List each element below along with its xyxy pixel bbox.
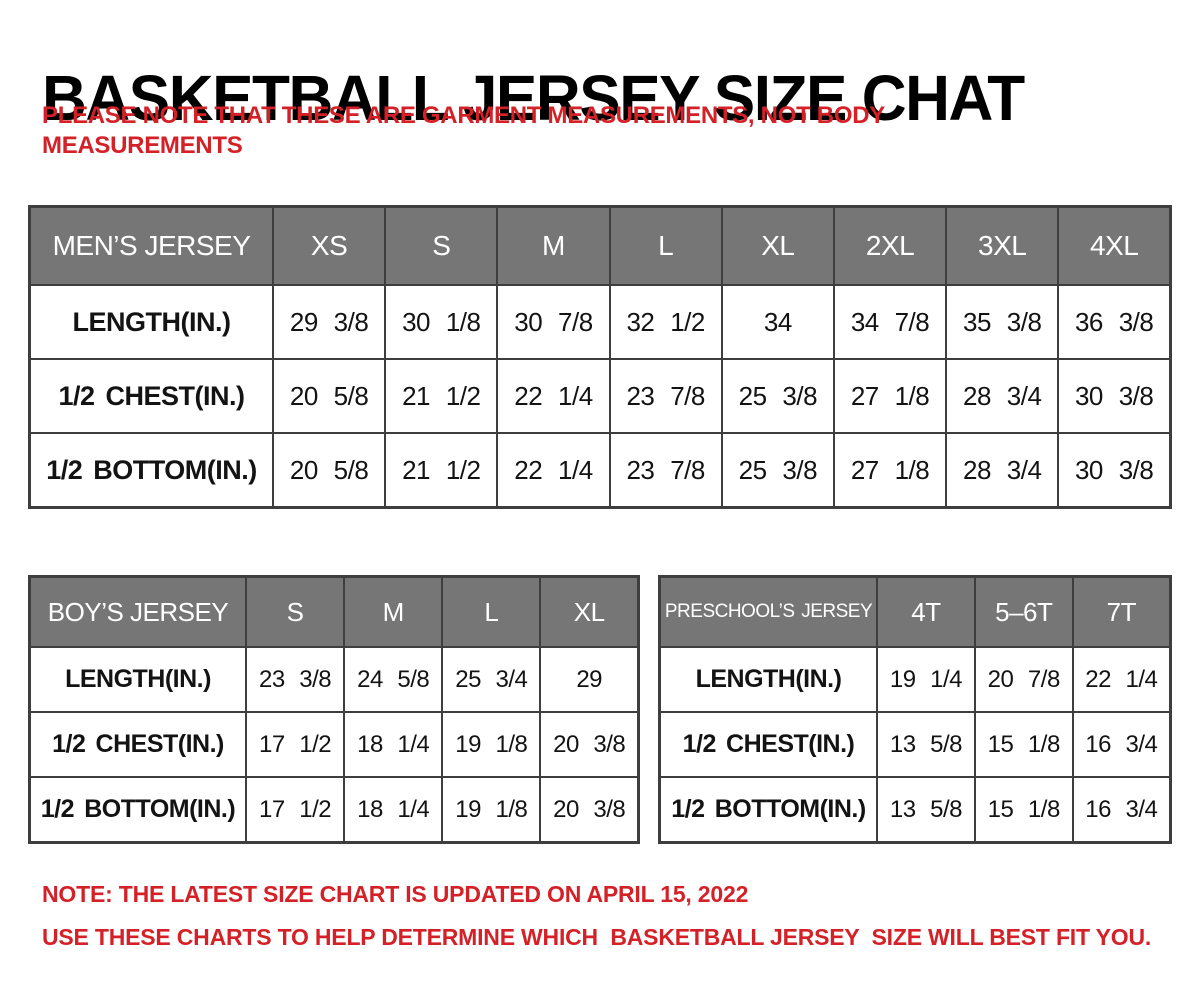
garment-note-line-1: PLEASE NOTE THAT THESE ARE GARMENT MEASU…: [42, 102, 885, 129]
measurement-value-cell: 21 1/2: [384, 358, 499, 434]
measurement-value-cell: 36 3/8: [1057, 284, 1172, 360]
measurement-value-cell: 20 7/8: [973, 646, 1074, 713]
table-row: LENGTH(IN.) 23 3/8 24 5/8 25 3/4 29: [28, 646, 640, 713]
measurement-label-cell: 1/2 BOTTOM(IN.): [658, 776, 878, 844]
measurement-value-cell: 17 1/2: [244, 711, 346, 778]
table-title-cell: PRESCHOOL’S JERSEY: [658, 575, 878, 648]
measurement-value-cell: 25 3/4: [441, 646, 542, 713]
garment-measurement-note: PLEASE NOTE THAT THESE ARE GARMENT MEASU…: [42, 101, 885, 161]
size-header-cell: S: [244, 575, 346, 648]
size-header-cell: 2XL: [832, 205, 948, 286]
measurement-value-cell: 17 1/2: [244, 776, 346, 844]
measurement-value-cell: 24 5/8: [343, 646, 444, 713]
measurement-value-cell: 23 7/8: [608, 358, 723, 434]
measurement-value-cell: 19 1/8: [441, 711, 542, 778]
size-header-cell: 4T: [876, 575, 976, 648]
measurement-value-cell: 13 5/8: [876, 776, 976, 844]
size-header-cell: M: [496, 205, 611, 286]
measurement-label-cell: 1/2 CHEST(IN.): [28, 358, 274, 434]
measurement-label-cell: 1/2 CHEST(IN.): [658, 711, 878, 778]
measurement-value-cell: 35 3/8: [945, 284, 1060, 360]
measurement-value-cell: 16 3/4: [1071, 711, 1172, 778]
header-row: PRESCHOOL’S JERSEY 4T 5–6T 7T: [658, 575, 1172, 648]
table-row: 1/2 BOTTOM(IN.) 17 1/2 18 1/4 19 1/8 20 3/8: [28, 776, 640, 844]
measurement-value-cell: 29: [539, 646, 640, 713]
measurement-value-cell: 34: [720, 284, 835, 360]
measurement-value-cell: 30 3/8: [1057, 432, 1172, 509]
measurement-value-cell: 30 7/8: [496, 284, 611, 360]
measurement-value-cell: 15 1/8: [973, 711, 1074, 778]
measurement-value-cell: 20 5/8: [271, 358, 387, 434]
measurement-value-cell: 30 3/8: [1057, 358, 1172, 434]
size-header-cell: M: [343, 575, 444, 648]
usage-note: USE THESE CHARTS TO HELP DETERMINE WHICH…: [42, 924, 1152, 950]
size-header-cell: 3XL: [945, 205, 1060, 286]
table-row: 1/2 BOTTOM(IN.) 20 5/8 21 1/2 22 1/4 23 7/8 2…: [28, 432, 1172, 509]
size-header-cell: S: [384, 205, 499, 286]
page-title: BASKETBALL JERSEY SIZE CHAT: [42, 61, 1025, 134]
header-row: MEN’S JERSEY XS S M L XL 2XL 3XL 4XL: [28, 205, 1172, 286]
mens-jersey-size-table: MEN’S JERSEY XS S M L XL 2XL 3XL 4XL LENGTH(IN.) 2…: [28, 205, 1172, 509]
size-header-cell: XL: [720, 205, 835, 286]
table-title-cell: BOY’S JERSEY: [28, 575, 247, 648]
size-header-cell: 5–6T: [973, 575, 1074, 648]
update-date-note: NOTE: THE LATEST SIZE CHART IS UPDATED O…: [42, 881, 749, 907]
measurement-value-cell: 30 1/8: [384, 284, 499, 360]
measurement-label-cell: LENGTH(IN.): [28, 284, 274, 360]
size-header-cell: 4XL: [1057, 205, 1172, 286]
garment-note-line-2: MEASUREMENTS: [42, 132, 243, 159]
size-header-cell: L: [608, 205, 723, 286]
measurement-value-cell: 22 1/4: [1071, 646, 1172, 713]
size-header-cell: XL: [539, 575, 640, 648]
table-row: 1/2 CHEST(IN.) 17 1/2 18 1/4 19 1/8 20 3/8: [28, 711, 640, 778]
measurement-value-cell: 22 1/4: [496, 432, 611, 509]
measurement-value-cell: 21 1/2: [384, 432, 499, 509]
measurement-value-cell: 23 7/8: [608, 432, 723, 509]
measurement-value-cell: 15 1/8: [973, 776, 1074, 844]
measurement-value-cell: 13 5/8: [876, 711, 976, 778]
measurement-value-cell: 19 1/8: [441, 776, 542, 844]
measurement-value-cell: 27 1/8: [832, 432, 948, 509]
measurement-value-cell: 23 3/8: [244, 646, 346, 713]
measurement-value-cell: 20 3/8: [539, 776, 640, 844]
measurement-label-cell: 1/2 BOTTOM(IN.): [28, 432, 274, 509]
table-title-cell: MEN’S JERSEY: [28, 205, 274, 286]
measurement-value-cell: 18 1/4: [343, 711, 444, 778]
measurement-value-cell: 22 1/4: [496, 358, 611, 434]
measurement-label-cell: LENGTH(IN.): [658, 646, 878, 713]
table-row: 1/2 BOTTOM(IN.) 13 5/8 15 1/8 16 3/4: [658, 776, 1172, 844]
table-row: LENGTH(IN.) 19 1/4 20 7/8 22 1/4: [658, 646, 1172, 713]
measurement-value-cell: 27 1/8: [832, 358, 948, 434]
measurement-label-cell: 1/2 CHEST(IN.): [28, 711, 247, 778]
size-header-cell: L: [441, 575, 542, 648]
measurement-value-cell: 28 3/4: [945, 358, 1060, 434]
measurement-value-cell: 19 1/4: [876, 646, 976, 713]
measurement-value-cell: 25 3/8: [720, 358, 835, 434]
table-row: 1/2 CHEST(IN.) 13 5/8 15 1/8 16 3/4: [658, 711, 1172, 778]
measurement-value-cell: 20 5/8: [271, 432, 387, 509]
measurement-value-cell: 16 3/4: [1071, 776, 1172, 844]
measurement-value-cell: 28 3/4: [945, 432, 1060, 509]
header-row: BOY’S JERSEY S M L XL: [28, 575, 640, 648]
size-header-cell: 7T: [1071, 575, 1172, 648]
table-row: 1/2 CHEST(IN.) 20 5/8 21 1/2 22 1/4 23 7/8 25…: [28, 358, 1172, 434]
measurement-value-cell: 20 3/8: [539, 711, 640, 778]
measurement-value-cell: 34 7/8: [832, 284, 948, 360]
measurement-value-cell: 32 1/2: [608, 284, 723, 360]
boys-jersey-size-table: BOY’S JERSEY S M L XL LENGTH(IN.) 23 3/8 24 5/8…: [28, 575, 640, 844]
measurement-label-cell: 1/2 BOTTOM(IN.): [28, 776, 247, 844]
measurement-value-cell: 29 3/8: [271, 284, 387, 360]
preschools-jersey-size-table: PRESCHOOL’S JERSEY 4T 5–6T 7T LENGTH(IN.) 19 …: [658, 575, 1172, 844]
table-row: LENGTH(IN.) 29 3/8 30 1/8 30 7/8 32 1/2 34 34 …: [28, 284, 1172, 360]
measurement-value-cell: 18 1/4: [343, 776, 444, 844]
measurement-value-cell: 25 3/8: [720, 432, 835, 509]
size-header-cell: XS: [271, 205, 387, 286]
measurement-label-cell: LENGTH(IN.): [28, 646, 247, 713]
